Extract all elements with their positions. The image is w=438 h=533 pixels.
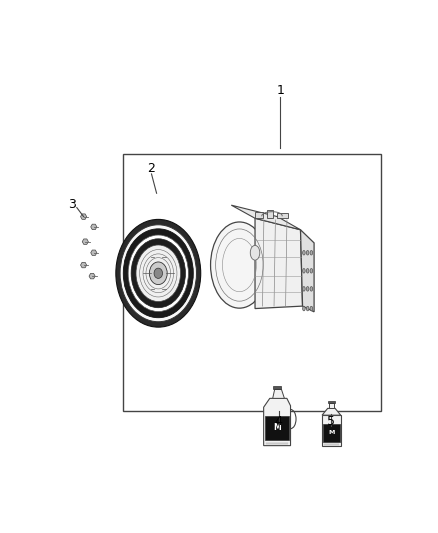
- Polygon shape: [255, 219, 303, 309]
- Polygon shape: [81, 262, 87, 268]
- Text: M: M: [328, 430, 335, 435]
- Polygon shape: [231, 205, 300, 230]
- Ellipse shape: [123, 229, 193, 318]
- Polygon shape: [300, 230, 314, 312]
- Bar: [255, 212, 263, 219]
- Polygon shape: [81, 214, 87, 220]
- Ellipse shape: [310, 306, 313, 311]
- Ellipse shape: [136, 245, 180, 302]
- Ellipse shape: [306, 251, 309, 255]
- Bar: [323, 424, 340, 441]
- Text: 1: 1: [276, 84, 284, 97]
- Bar: [273, 386, 281, 390]
- Ellipse shape: [128, 235, 188, 311]
- Polygon shape: [273, 390, 284, 398]
- Polygon shape: [89, 273, 95, 279]
- Ellipse shape: [306, 269, 309, 273]
- Ellipse shape: [250, 245, 260, 260]
- Ellipse shape: [131, 239, 185, 308]
- Bar: [265, 416, 290, 440]
- Text: 2: 2: [148, 162, 155, 175]
- Circle shape: [154, 268, 162, 278]
- Bar: [329, 403, 334, 408]
- Ellipse shape: [303, 251, 305, 255]
- Ellipse shape: [310, 251, 313, 255]
- Bar: [322, 415, 341, 446]
- Polygon shape: [91, 224, 97, 230]
- Ellipse shape: [310, 269, 313, 273]
- Ellipse shape: [116, 220, 201, 327]
- Polygon shape: [82, 239, 88, 245]
- Ellipse shape: [306, 287, 309, 291]
- Text: 3: 3: [68, 198, 76, 211]
- Polygon shape: [264, 398, 290, 446]
- Ellipse shape: [149, 262, 167, 285]
- Text: M: M: [273, 423, 281, 432]
- Bar: [267, 210, 273, 219]
- Polygon shape: [322, 408, 341, 415]
- Text: 5: 5: [327, 415, 336, 429]
- Ellipse shape: [303, 306, 305, 311]
- Bar: [277, 213, 288, 219]
- Ellipse shape: [303, 287, 305, 291]
- Polygon shape: [91, 250, 97, 255]
- Ellipse shape: [310, 287, 313, 291]
- Ellipse shape: [120, 225, 197, 322]
- Bar: [123, 154, 381, 411]
- Text: 4: 4: [275, 415, 283, 429]
- Ellipse shape: [211, 222, 268, 308]
- Bar: [328, 401, 335, 403]
- Ellipse shape: [303, 269, 305, 273]
- Ellipse shape: [306, 306, 309, 311]
